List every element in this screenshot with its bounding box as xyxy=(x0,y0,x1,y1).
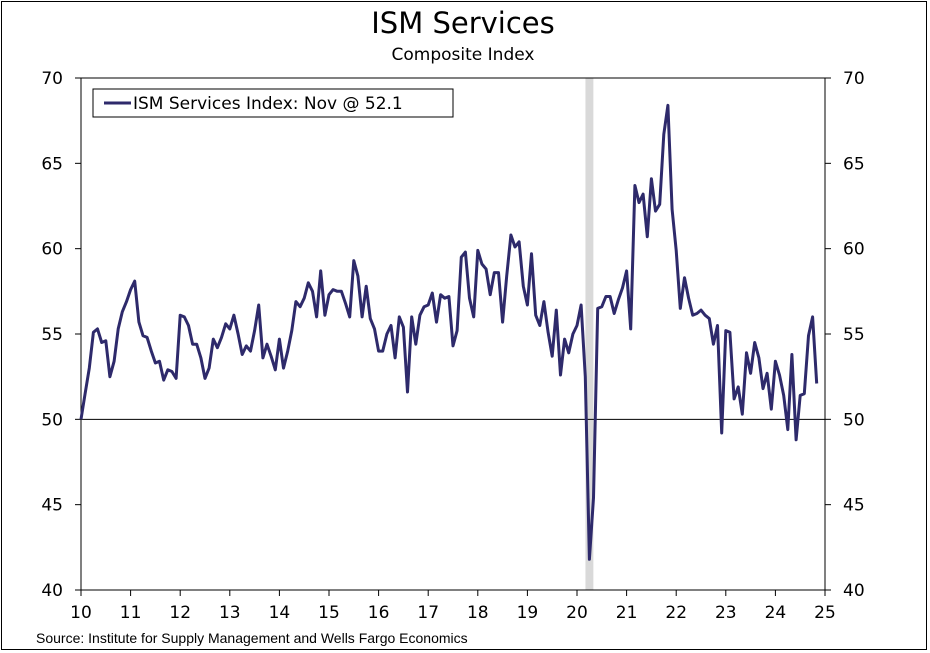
y-tick-label-right: 65 xyxy=(843,154,865,174)
y-tick-label-left: 70 xyxy=(41,69,63,89)
x-tick-label: 10 xyxy=(70,603,92,623)
y-tick-label-left: 60 xyxy=(41,240,63,260)
source-note: Source: Institute for Supply Management … xyxy=(36,630,468,646)
y-tick-label-right: 50 xyxy=(843,410,865,430)
line-chart: 70 70 65 65 60 60 55 55 50 50 45 45 40 40 10 11 12 13 14 15… xyxy=(0,0,930,653)
x-tick-label: 18 xyxy=(467,603,489,623)
x-tick-label: 11 xyxy=(120,603,142,623)
y-tick-label-left: 45 xyxy=(41,496,63,516)
x-tick-label: 21 xyxy=(616,603,638,623)
x-tick-label: 19 xyxy=(517,603,539,623)
y-tick-label-right: 60 xyxy=(843,240,865,260)
x-tick-label: 24 xyxy=(765,603,787,623)
x-tick-label: 23 xyxy=(715,603,737,623)
legend-label: ISM Services Index: Nov @ 52.1 xyxy=(133,94,403,114)
y-tick-label-right: 40 xyxy=(843,581,865,601)
y-tick-label-right: 70 xyxy=(843,69,865,89)
y-tick-label-right: 45 xyxy=(843,496,865,516)
x-tick-label: 15 xyxy=(318,603,340,623)
x-tick-label: 20 xyxy=(566,603,588,623)
x-tick-label: 14 xyxy=(269,603,291,623)
x-tick-label: 25 xyxy=(814,603,836,623)
y-tick-label-left: 40 xyxy=(41,581,63,601)
x-tick-label: 22 xyxy=(665,603,687,623)
x-tick-label: 13 xyxy=(219,603,241,623)
x-tick-label: 12 xyxy=(169,603,191,623)
y-tick-label-left: 55 xyxy=(41,325,63,345)
y-tick-label-right: 55 xyxy=(843,325,865,345)
y-tick-label-left: 65 xyxy=(41,154,63,174)
x-tick-label: 17 xyxy=(417,603,439,623)
series-line-ism-services xyxy=(81,105,817,559)
x-tick-label: 16 xyxy=(368,603,390,623)
y-tick-label-left: 50 xyxy=(41,410,63,430)
